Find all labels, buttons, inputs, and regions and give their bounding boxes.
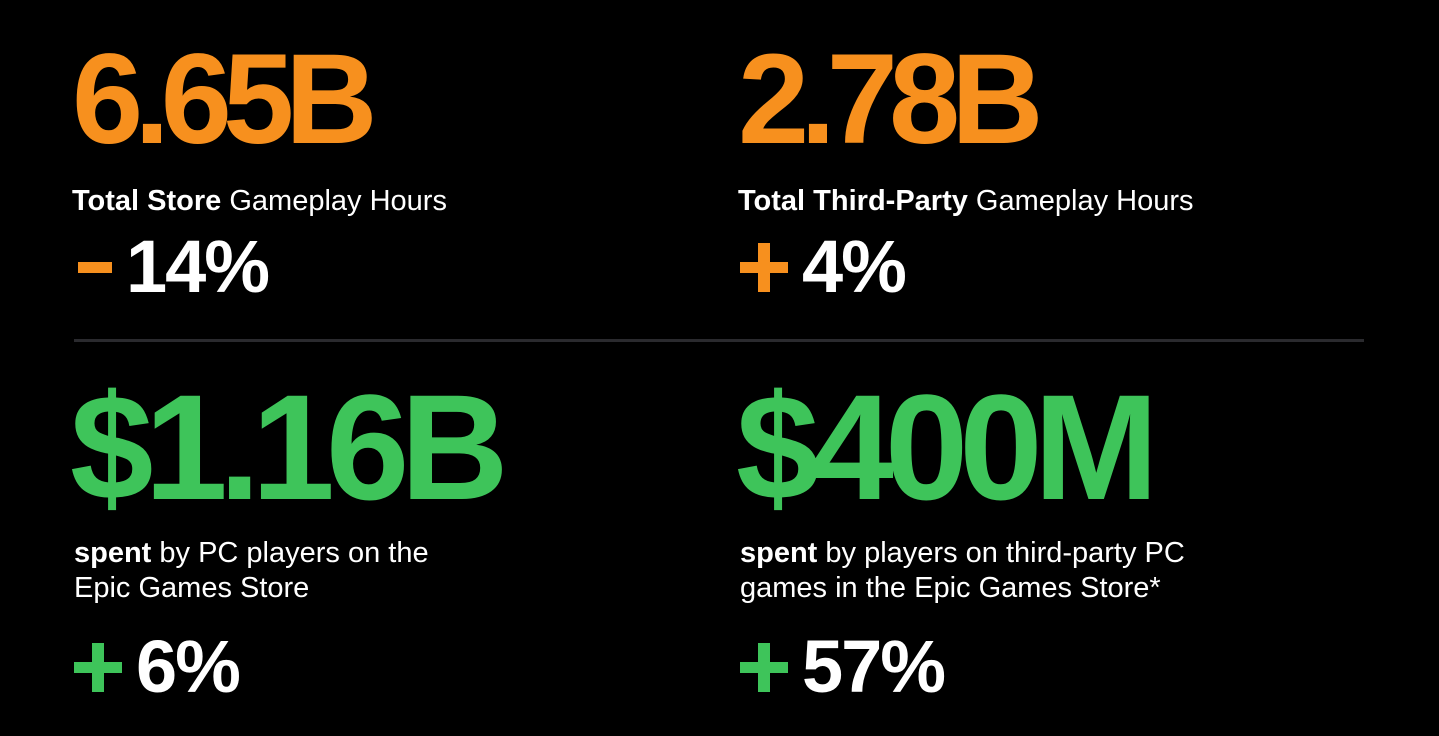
stat-pc-spend: $1.16B spent by PC players on the Epic G… — [70, 372, 690, 606]
stat-description-rest: Gameplay Hours — [221, 185, 447, 217]
stat-description-bold: spent — [74, 537, 152, 569]
stat-description-bold: spent — [740, 537, 818, 569]
plus-icon — [740, 632, 788, 702]
stat-change-value: 14% — [126, 225, 270, 308]
section-divider — [74, 339, 1364, 342]
stat-description: spent by players on third-party PC games… — [740, 536, 1356, 606]
stat-value: 2.78B — [738, 28, 1044, 171]
stat-value: 6.65B — [72, 28, 378, 171]
stat-description: spent by PC players on the Epic Games St… — [74, 536, 690, 606]
stat-total-store-hours: 6.65B Total Store Gameplay Hours — [72, 36, 692, 219]
stat-change-value: 57% — [802, 625, 946, 708]
stat-description-bold: Total Third-Party — [738, 185, 968, 217]
stat-description-line2: games in the Epic Games Store* — [740, 572, 1161, 604]
stat-change: 4% — [740, 225, 907, 308]
stat-third-party-spend: $400M spent by players on third-party PC… — [736, 372, 1356, 606]
stat-description: Total Third-Party Gameplay Hours — [738, 184, 1358, 219]
stat-description-bold: Total Store — [72, 185, 222, 217]
stat-description: Total Store Gameplay Hours — [72, 184, 692, 219]
stat-third-party-hours: 2.78B Total Third-Party Gameplay Hours — [738, 36, 1358, 219]
stat-description-rest: by PC players on the — [151, 537, 429, 569]
stat-change: 14% — [78, 225, 270, 308]
stat-description-rest: by players on third-party PC — [817, 537, 1185, 569]
stat-description-line2: Epic Games Store — [74, 572, 310, 604]
stat-description-rest: Gameplay Hours — [967, 185, 1194, 217]
stat-change: 57% — [740, 625, 946, 708]
minus-icon — [78, 232, 112, 302]
stat-value: $400M — [736, 363, 1159, 531]
stat-change-value: 6% — [136, 625, 241, 708]
plus-icon — [74, 632, 122, 702]
stat-change-value: 4% — [802, 225, 907, 308]
stat-change: 6% — [74, 625, 241, 708]
stat-value: $1.16B — [70, 363, 509, 531]
plus-icon — [740, 232, 788, 302]
